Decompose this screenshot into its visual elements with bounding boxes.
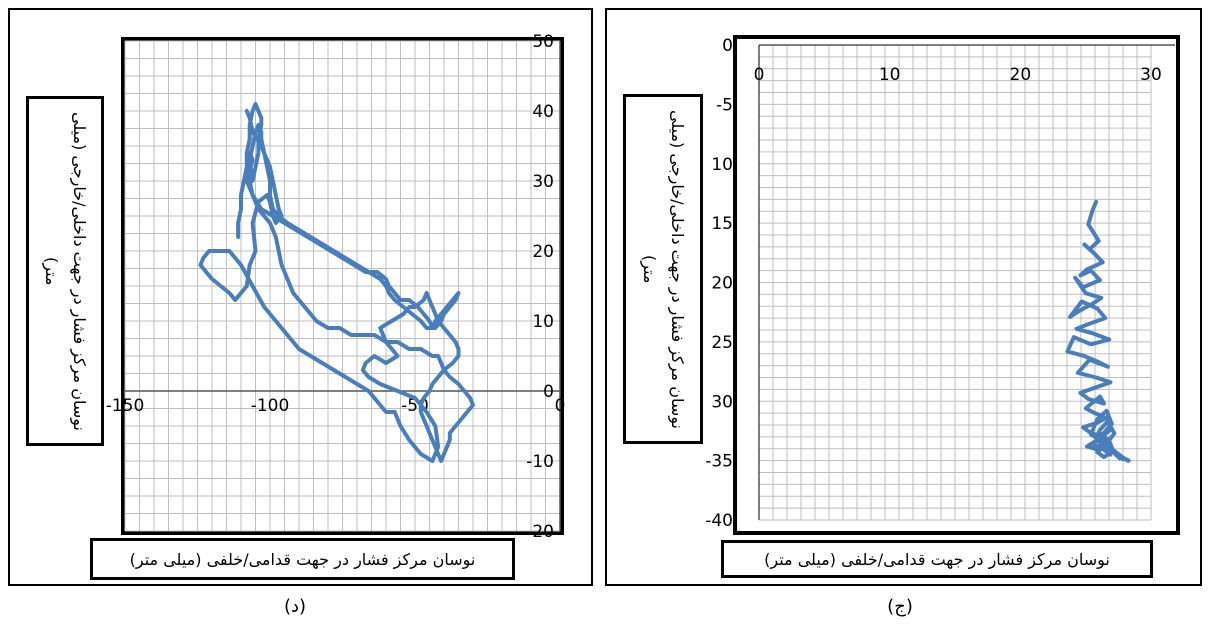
left-y-tick-label: -20 [526, 522, 554, 542]
left-y-tick-label: -10 [526, 452, 554, 472]
left-x-tick-label: -150 [106, 396, 145, 416]
left-series-line [198, 102, 475, 463]
left-y-tick-label: 20 [532, 242, 554, 262]
right-chart: 0 10 20 30 0 -5 10 15 20 25 30 -35 -40 [705, 36, 1175, 531]
right-y-tick-label: -5 [716, 95, 733, 115]
right-y-tick-label: 10 [711, 155, 733, 175]
right-y-axis-label: نوسان مرکز فشار در جهت داخلی/خارجی (میلی… [623, 94, 703, 444]
left-panel: -150 -100 -50 0 -20 -10 0 10 20 30 40 50 نوسان مرکز… [8, 8, 593, 586]
right-y-tick-label: 30 [711, 392, 733, 412]
right-y-tick-label: 25 [711, 333, 733, 353]
right-x-axis-label: نوسان مرکز فشار در جهت قدامی/خلفی (میلی … [721, 540, 1153, 578]
right-y-tick-label: 0 [722, 36, 733, 56]
left-caption: (د) [283, 596, 307, 617]
left-y-tick-label: 0 [543, 382, 554, 402]
right-y-axis-label-text: نوسان مرکز فشار در جهت داخلی/خارجی (میلی… [640, 109, 687, 429]
left-y-axis-label: نوسان مرکز فشار در جهت داخلی/خارجی (میلی… [26, 96, 104, 446]
left-y-tick-label: 50 [532, 32, 554, 52]
left-x-axis-label: نوسان مرکز فشار در جهت قدامی/خلفی (میلی … [90, 538, 515, 580]
left-x-tick-label: -100 [251, 396, 290, 416]
right-x-tick-label: 10 [879, 65, 901, 85]
right-x-tick-label: 0 [754, 65, 765, 85]
right-x-axis-label-text: نوسان مرکز فشار در جهت قدامی/خلفی (میلی … [764, 549, 1110, 569]
right-y-tick-label: 20 [711, 274, 733, 294]
right-y-tick-label: -40 [705, 511, 733, 531]
right-panel: 0 10 20 30 0 -5 10 15 20 25 30 -35 -40 نوسان مرکز فش… [605, 8, 1202, 586]
right-y-tick-label: -35 [705, 452, 733, 472]
left-y-tick-label: 30 [532, 172, 554, 192]
left-y-tick-label: 40 [532, 102, 554, 122]
right-x-tick-label: 30 [1140, 65, 1162, 85]
left-y-axis-label-text: نوسان مرکز فشار در جهت داخلی/خارجی (میلی… [42, 111, 89, 431]
left-x-tick-label: 0 [555, 396, 566, 416]
right-caption: (ج) [887, 596, 913, 617]
right-y-tick-label: 15 [711, 214, 733, 234]
left-x-axis-label-text: نوسان مرکز فشار در جهت قدامی/خلفی (میلی … [129, 549, 476, 569]
right-x-tick-label: 20 [1010, 65, 1032, 85]
right-series-line [1065, 199, 1131, 463]
left-y-tick-label: 10 [532, 312, 554, 332]
